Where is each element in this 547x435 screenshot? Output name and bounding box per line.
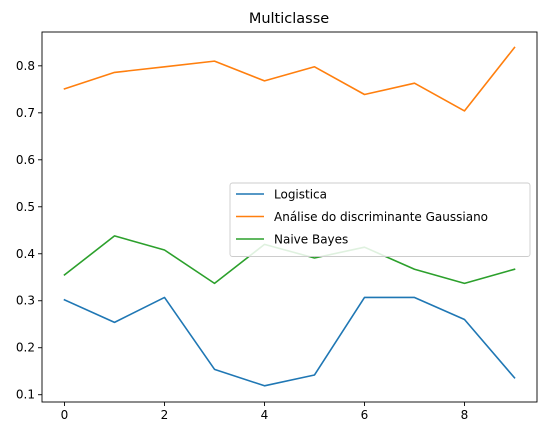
y-tick-label-0: 0.1 — [16, 388, 35, 402]
chart-title: Multiclasse — [249, 11, 329, 27]
series-line-0 — [63, 296, 516, 387]
y-tick-label-7: 0.8 — [16, 59, 35, 73]
legend-label-2: Naive Bayes — [274, 233, 348, 247]
axes-frame — [41, 31, 538, 403]
axes-layer: 0 2 4 6 8 0.1 0.2 0.3 0.4 0.5 0.6 0.7 0.8 — [16, 31, 538, 422]
legend: Logistica Análise do discriminante Gaussi… — [229, 182, 531, 257]
x-tick-label-4: 8 — [461, 408, 469, 422]
x-tick-label-2: 4 — [261, 408, 269, 422]
x-tick-label-3: 6 — [361, 408, 369, 422]
legend-label-0: Logistica — [274, 188, 327, 202]
x-tick-label-0: 0 — [61, 408, 69, 422]
y-tick-label-2: 0.3 — [16, 294, 35, 308]
x-tick-label-1: 2 — [161, 408, 169, 422]
legend-box — [229, 182, 531, 257]
y-tick-label-5: 0.6 — [16, 153, 35, 167]
y-tick-label-3: 0.4 — [16, 247, 35, 261]
y-tick-label-6: 0.7 — [16, 106, 35, 120]
legend-label-1: Análise do discriminante Gaussiano — [274, 210, 488, 224]
y-tick-label-1: 0.2 — [16, 341, 35, 355]
y-tick-label-4: 0.5 — [16, 200, 35, 214]
series-line-1 — [63, 46, 516, 112]
